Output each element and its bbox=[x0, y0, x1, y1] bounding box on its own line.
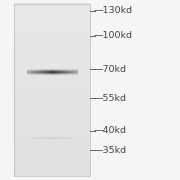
Text: —40kd: —40kd bbox=[94, 126, 127, 135]
Text: —100kd: —100kd bbox=[94, 31, 133, 40]
Text: —35kd: —35kd bbox=[94, 146, 127, 155]
Text: —55kd: —55kd bbox=[94, 94, 127, 103]
Text: —70kd: —70kd bbox=[94, 65, 127, 74]
Bar bbox=[14, 4, 90, 176]
Text: —130kd: —130kd bbox=[94, 6, 133, 15]
